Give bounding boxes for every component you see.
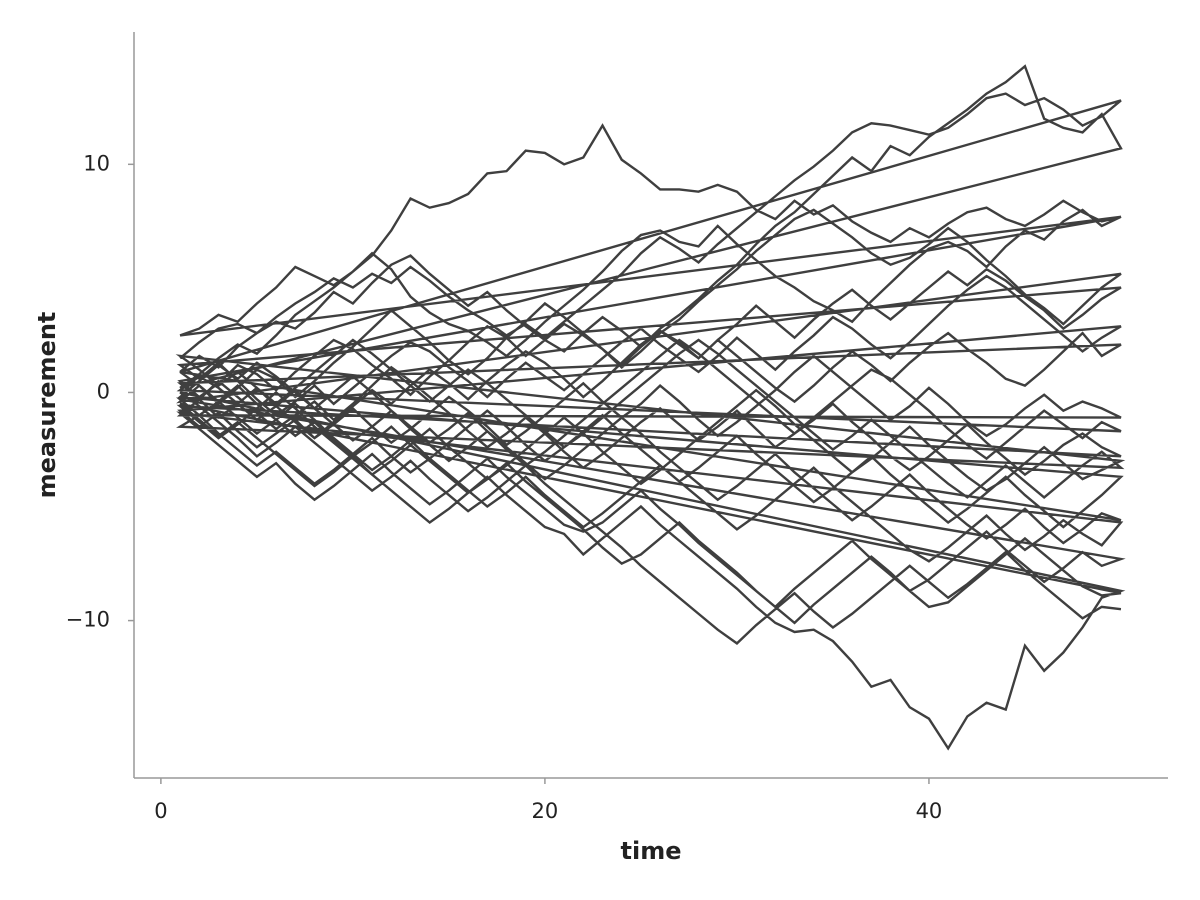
y-axis-label: measurement xyxy=(33,312,61,499)
x-tick-label: 40 xyxy=(916,799,943,823)
y-tick-label: −10 xyxy=(66,608,110,632)
x-axis-label: time xyxy=(621,837,682,865)
x-tick-label: 20 xyxy=(532,799,559,823)
plot-area xyxy=(175,64,1126,751)
y-tick-label: 0 xyxy=(97,379,110,403)
y-tick-label: 10 xyxy=(83,151,110,175)
data-line xyxy=(175,64,1126,751)
x-tick-label: 0 xyxy=(154,799,167,823)
